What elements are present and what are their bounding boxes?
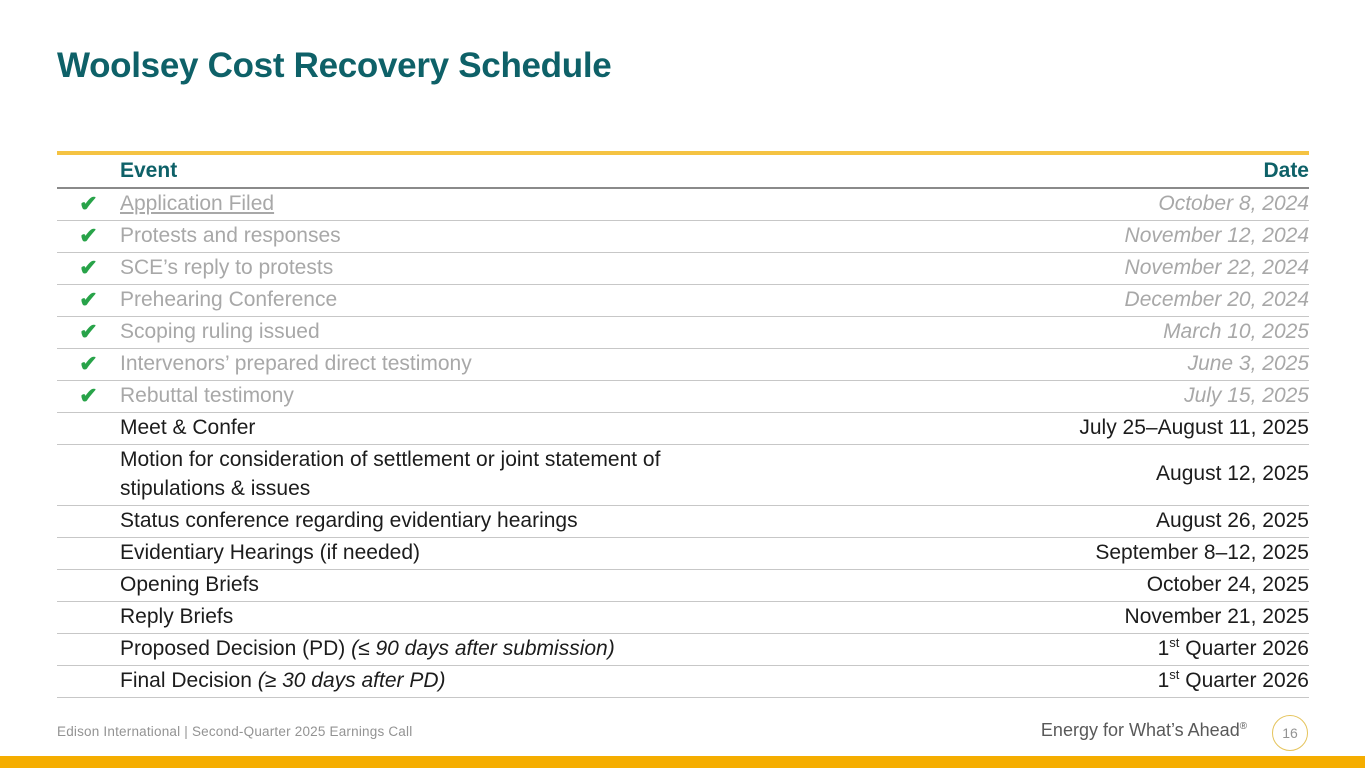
event-text: Evidentiary Hearings (if needed) <box>120 540 420 564</box>
date-cell: August 12, 2025 <box>1156 462 1309 486</box>
event-cell: Opening Briefs <box>120 571 1147 600</box>
table-row: ✔ Rebuttal testimony July 15, 2025 <box>57 381 1309 413</box>
event-cell: Motion for consideration of settlement o… <box>120 446 1156 504</box>
table-row: Motion for consideration of settlement o… <box>57 445 1309 506</box>
event-text: Reply Briefs <box>120 604 234 628</box>
table-row: ✔ Intervenors’ prepared direct testimony J… <box>57 349 1309 381</box>
event-text: Rebuttal testimony <box>120 383 294 407</box>
column-header-event: Event <box>120 159 178 182</box>
check-icon: ✔ <box>79 383 98 409</box>
date-cell: November 21, 2025 <box>1124 604 1309 628</box>
table-row: Meet & Confer July 25–August 11, 2025 <box>57 413 1309 445</box>
page-number: 16 <box>1282 725 1298 741</box>
bottom-accent-bar <box>0 756 1365 768</box>
date-cell: August 26, 2025 <box>1156 508 1309 532</box>
date-cell: October 8, 2024 <box>1158 192 1309 215</box>
table-row: Proposed Decision (PD) (≤ 90 days after … <box>57 634 1309 666</box>
date-cell: July 15, 2025 <box>1184 383 1309 407</box>
event-cell: Proposed Decision (PD) (≤ 90 days after … <box>120 635 1158 664</box>
table-row: Opening Briefs October 24, 2025 <box>57 570 1309 602</box>
event-text: Protests and responses <box>120 223 341 247</box>
registered-mark-icon: ® <box>1239 721 1247 732</box>
schedule-table: Event Date ✔ Application Filed October 8, … <box>57 151 1309 698</box>
date-cell: October 24, 2025 <box>1146 572 1309 596</box>
check-icon: ✔ <box>79 351 98 377</box>
event-cell: Status conference regarding evidentiary … <box>120 507 1156 536</box>
check-icon: ✔ <box>79 223 98 249</box>
date-cell: 1st Quarter 2026 <box>1157 666 1309 692</box>
event-cell: Reply Briefs <box>120 603 1125 632</box>
table-row: ✔ Scoping ruling issued March 10, 2025 <box>57 317 1309 349</box>
footer-deck-label: Edison International | Second-Quarter 20… <box>57 724 413 739</box>
event-cell: Evidentiary Hearings (if needed) <box>120 539 1095 568</box>
event-text: SCE’s reply to protests <box>120 255 334 279</box>
date-cell: September 8–12, 2025 <box>1095 540 1309 564</box>
event-cell: Intervenors’ prepared direct testimony <box>120 350 1188 379</box>
event-cell: Meet & Confer <box>120 414 1079 443</box>
page-title: Woolsey Cost Recovery Schedule <box>57 46 612 85</box>
event-text: Intervenors’ prepared direct testimony <box>120 351 472 375</box>
table-row: Evidentiary Hearings (if needed) Septembe… <box>57 538 1309 570</box>
table-row: ✔ Application Filed October 8, 2024 <box>57 189 1309 221</box>
table-row: Final Decision (≥ 30 days after PD) 1st Q… <box>57 666 1309 698</box>
event-cell: Rebuttal testimony <box>120 382 1184 411</box>
check-icon: ✔ <box>79 287 98 313</box>
date-cell: March 10, 2025 <box>1163 319 1309 343</box>
event-text: Meet & Confer <box>120 415 256 439</box>
date-cell: November 12, 2024 <box>1124 223 1309 247</box>
event-text: Status conference regarding evidentiary … <box>120 508 578 532</box>
footer-tagline: Energy for What’s Ahead® <box>1041 720 1247 741</box>
event-text: (≤ 90 days after submission) <box>351 636 615 660</box>
table-rows: ✔ Application Filed October 8, 2024 ✔ Protes… <box>57 189 1309 698</box>
table-row: ✔ SCE’s reply to protests November 22, 202… <box>57 253 1309 285</box>
event-text: Motion for consideration of settlement o… <box>120 447 661 500</box>
table-row: ✔ Prehearing Conference December 20, 2024 <box>57 285 1309 317</box>
event-text: Final Decision <box>120 668 258 692</box>
date-cell: 1st Quarter 2026 <box>1157 634 1309 660</box>
date-cell: December 20, 2024 <box>1124 287 1309 311</box>
tagline-text: Energy for What’s Ahead <box>1040 720 1240 740</box>
table-row: Reply Briefs November 21, 2025 <box>57 602 1309 634</box>
event-cell: Application Filed <box>120 190 1158 219</box>
event-cell: SCE’s reply to protests <box>120 254 1125 283</box>
table-row: ✔ Protests and responses November 12, 2024 <box>57 221 1309 253</box>
event-cell: Prehearing Conference <box>120 286 1125 315</box>
event-link[interactable]: Application Filed <box>120 192 275 215</box>
check-icon: ✔ <box>79 191 98 217</box>
column-header-date: Date <box>1263 159 1309 182</box>
event-text: Prehearing Conference <box>120 287 338 311</box>
page-number-badge: 16 <box>1272 715 1308 751</box>
check-icon: ✔ <box>79 255 98 281</box>
table-header-row: Event Date <box>57 155 1309 189</box>
date-cell: June 3, 2025 <box>1187 351 1309 375</box>
event-text: (≥ 30 days after PD) <box>257 668 446 692</box>
event-cell: Protests and responses <box>120 222 1125 251</box>
event-text: Opening Briefs <box>120 572 259 596</box>
table-row: Status conference regarding evidentiary … <box>57 506 1309 538</box>
date-cell: July 25–August 11, 2025 <box>1079 415 1309 439</box>
event-cell: Scoping ruling issued <box>120 318 1163 347</box>
check-icon: ✔ <box>79 319 98 345</box>
event-cell: Final Decision (≥ 30 days after PD) <box>120 667 1158 696</box>
event-text: Proposed Decision (PD) <box>120 636 352 660</box>
event-text: Scoping ruling issued <box>120 319 320 343</box>
date-cell: November 22, 2024 <box>1124 255 1309 279</box>
